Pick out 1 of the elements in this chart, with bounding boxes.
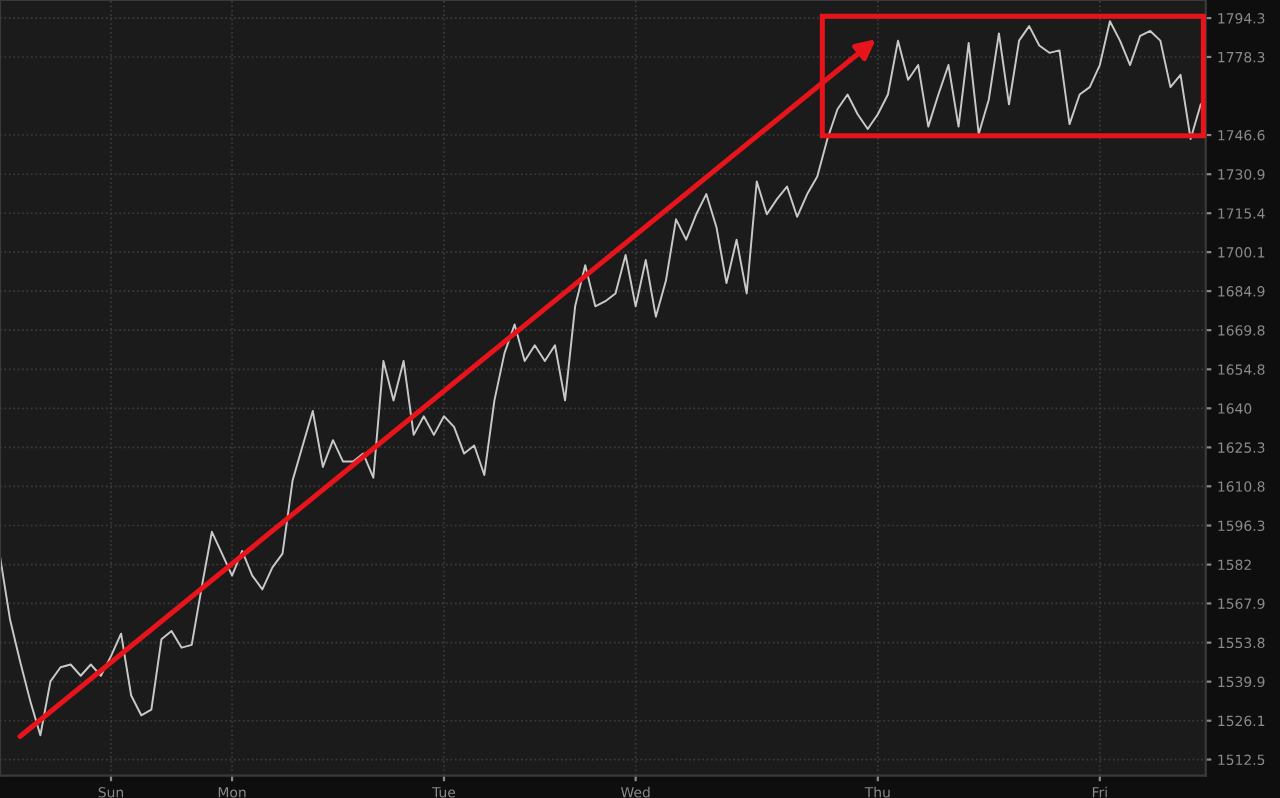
line-series xyxy=(0,20,1202,737)
